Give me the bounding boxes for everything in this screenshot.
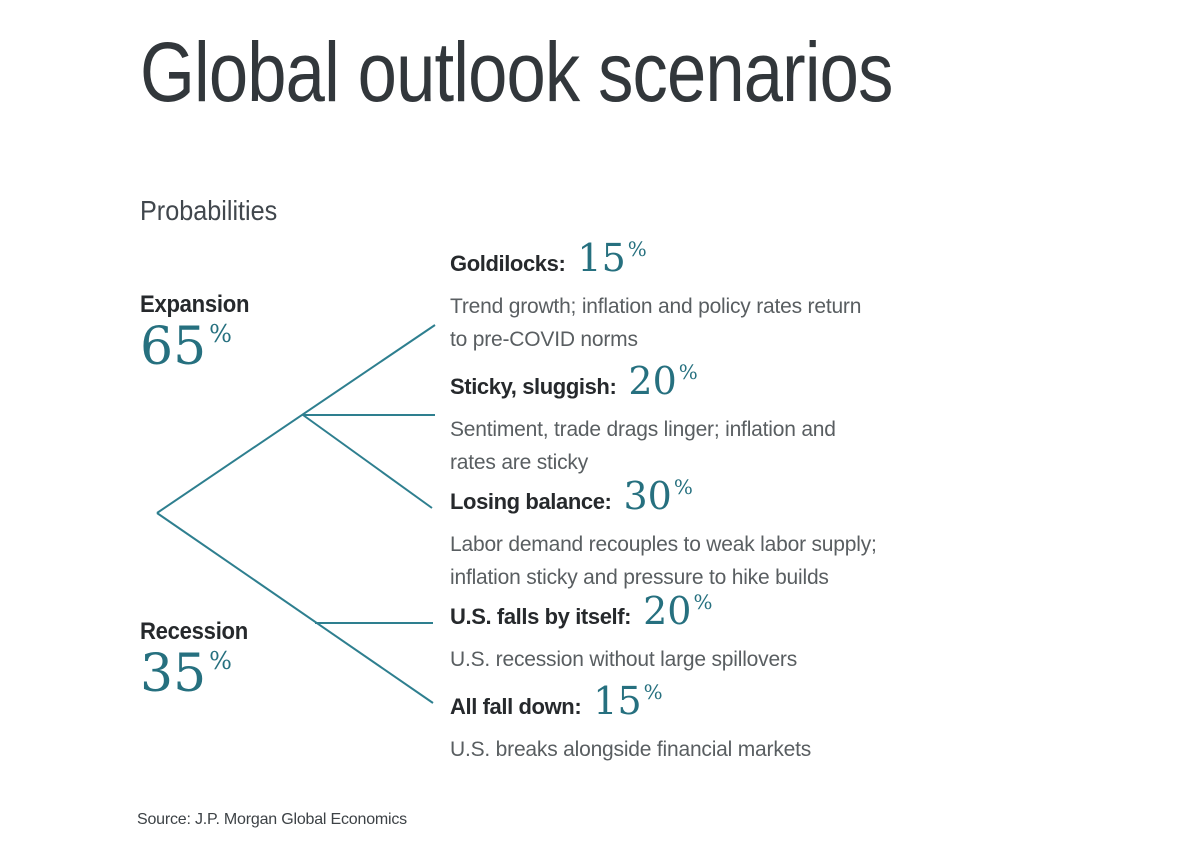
branch-expansion-label: Expansion [140,291,250,318]
scenario-sticky-sluggish: Sticky, sluggish: 20% Sentiment, trade d… [450,358,836,479]
scenario-description: Sentiment, trade drags linger; inflation… [450,413,836,479]
scenario-description: U.S. breaks alongside financial markets [450,733,811,766]
scenario-heading: Losing balance: 30% [450,473,877,525]
scenario-description: Labor demand recouples to weak labor sup… [450,528,877,594]
branch-recession-label: Recession [140,618,248,645]
branch-expansion-probability: 65% [140,317,232,377]
percent-sign: % [627,237,647,261]
scenario-probability: 20% [628,359,698,403]
scenario-heading: Sticky, sluggish: 20% [450,358,836,410]
scenario-all-fall-down: All fall down: 15% U.S. breaks alongside… [450,678,811,766]
description-line: U.S. recession without large spillovers [450,648,798,671]
scenario-goldilocks: Goldilocks: 15% Trend growth; inflation … [450,235,861,356]
percent-sign: % [693,590,713,614]
branch-line-recession-all-fall-down [156,512,434,704]
scenario-us-falls-by-itself: U.S. falls by itself: 20% U.S. recession… [450,588,797,676]
source-note: Source: J.P. Morgan Global Economics [137,811,407,828]
branch-line-expansion-goldilocks [156,324,436,514]
scenario-label: U.S. falls by itself: [450,604,632,629]
percent-sign: % [209,647,232,675]
branch-expansion: Expansion 65% [140,291,259,375]
subtitle-probabilities: Probabilities [140,195,278,226]
branch-recession-probability: 35% [140,644,232,704]
scenario-label: Losing balance: [450,489,612,514]
scenario-probability: 20% [643,589,713,633]
scenario-label: Sticky, sluggish: [450,374,617,399]
scenario-losing-balance: Losing balance: 30% Labor demand recoupl… [450,473,877,594]
scenario-probability: 15% [593,679,663,723]
scenario-heading: Goldilocks: 15% [450,235,861,287]
scenario-description: Trend growth; inflation and policy rates… [450,290,861,356]
percent-sign: % [673,475,693,499]
description-line: U.S. breaks alongside financial markets [450,738,812,761]
scenario-heading: U.S. falls by itself: 20% [450,588,797,640]
percent-sign: % [678,360,698,384]
branch-line-losing-balance [302,414,433,509]
scenario-probability: 30% [623,474,693,518]
description-line: rates are sticky [450,451,589,474]
percent-sign: % [209,320,232,348]
scenario-label: All fall down: [450,694,582,719]
scenario-description: U.S. recession without large spillovers [450,643,797,676]
description-line: Labor demand recouples to weak labor sup… [450,533,877,556]
branch-recession: Recession 35% [140,618,257,702]
page-title: Global outlook scenarios [140,25,893,119]
scenario-probability: 15% [577,236,647,280]
description-line: to pre-COVID norms [450,328,638,351]
description-line: Trend growth; inflation and policy rates… [450,295,862,318]
description-line: inflation sticky and pressure to hike bu… [450,566,829,589]
scenario-label: Goldilocks: [450,251,566,276]
percent-sign: % [643,680,663,704]
scenario-heading: All fall down: 15% [450,678,811,730]
description-line: Sentiment, trade drags linger; inflation… [450,418,836,441]
